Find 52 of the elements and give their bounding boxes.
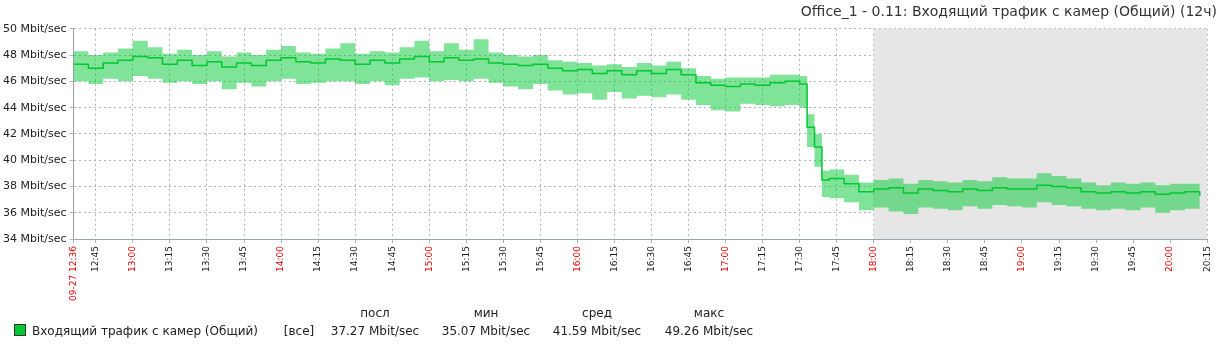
x-tick-label: 16:00 <box>571 245 582 272</box>
y-tick-label: 50 Mbit/sec <box>2 21 67 35</box>
x-tick-label: 14:45 <box>386 246 397 272</box>
x-tick-label: 13:45 <box>238 246 249 272</box>
text: 37.27 Mbit/sec <box>329 324 421 338</box>
x-tick-label: 17:45 <box>831 246 842 272</box>
x-tick-label: 14:15 <box>312 246 323 272</box>
x-tick-label: 20:00 <box>1164 245 1175 272</box>
x-tick-label: 18:30 <box>942 245 953 272</box>
text: 35.07 Mbit/sec <box>440 324 532 338</box>
x-tick-label: 17:30 <box>794 245 805 272</box>
x-tick-label: 18:15 <box>905 246 916 272</box>
chart-title: Office_1 - 0.11: Входящий трафик с камер (Общий) (12ч) <box>800 3 1217 20</box>
x-tick-label: 15:00 <box>423 245 434 272</box>
x-tick-label: 19:30 <box>1090 245 1101 272</box>
x-tick-label: 09-27 12:36 <box>67 245 78 301</box>
x-tick-label: 18:00 <box>868 245 879 272</box>
x-tick-label: 18:45 <box>979 246 990 272</box>
x-tick-label: 19:15 <box>1053 246 1064 272</box>
legend-label: Входящий трафик с камер (Общий) <box>32 324 258 338</box>
x-tick-label: 15:45 <box>534 246 545 272</box>
x-tick-label: 19:00 <box>1016 245 1027 272</box>
text: [все] <box>283 324 315 338</box>
x-tick-label: 15:30 <box>497 245 508 272</box>
x-tick-label: 16:45 <box>682 246 693 272</box>
y-tick-label: 34 Mbit/sec <box>2 231 67 245</box>
x-tick-label: 15:15 <box>460 246 471 272</box>
text: макс <box>692 306 726 320</box>
x-tick-label: 16:15 <box>608 246 619 272</box>
x-tick-label: 13:00 <box>127 245 138 272</box>
text: 41.59 Mbit/sec <box>551 324 643 338</box>
y-tick-label: 42 Mbit/sec <box>2 126 67 140</box>
text: мин <box>472 306 500 320</box>
x-tick-label: 13:30 <box>201 245 212 272</box>
x-tick-label: 16:30 <box>645 245 656 272</box>
y-tick-label: 40 Mbit/sec <box>2 153 67 167</box>
x-tick-label: 12:45 <box>90 246 101 272</box>
x-tick-label: 14:00 <box>275 245 286 272</box>
y-tick-label: 38 Mbit/sec <box>2 179 67 193</box>
text: 49.26 Mbit/sec <box>663 324 755 338</box>
text: посл <box>359 306 391 320</box>
x-tick-label: 20:15 <box>1201 246 1212 272</box>
y-tick-label: 46 Mbit/sec <box>2 74 67 88</box>
y-tick-label: 48 Mbit/sec <box>2 47 67 61</box>
y-tick-label: 36 Mbit/sec <box>2 205 67 219</box>
y-tick-label: 44 Mbit/sec <box>2 100 67 114</box>
x-tick-label: 17:15 <box>756 246 767 272</box>
x-tick-label: 17:00 <box>719 245 730 272</box>
text: сред <box>581 306 613 320</box>
x-tick-label: 14:30 <box>349 245 360 272</box>
x-tick-label: 13:15 <box>164 246 175 272</box>
x-tick-label: 19:45 <box>1127 246 1138 272</box>
